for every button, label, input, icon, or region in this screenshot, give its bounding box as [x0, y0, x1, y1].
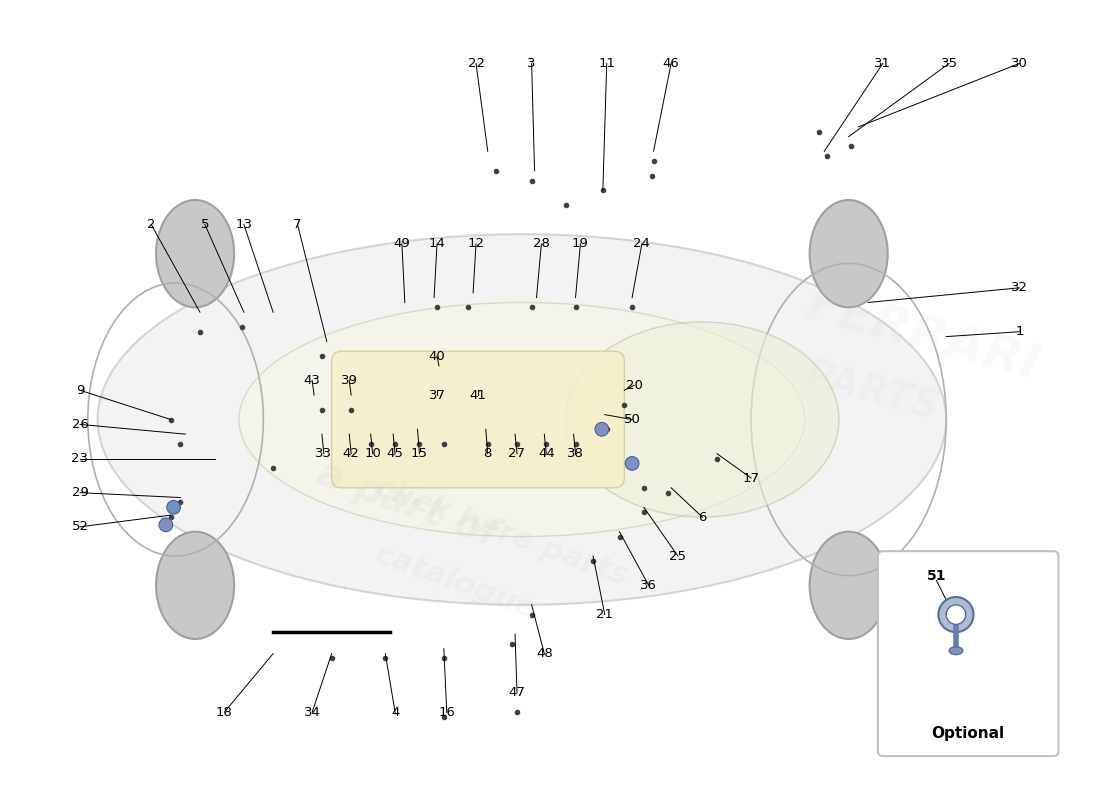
Text: a part of: a part of [312, 454, 503, 554]
Text: 19: 19 [572, 238, 588, 250]
Text: 28: 28 [532, 238, 550, 250]
Text: 36: 36 [640, 579, 657, 592]
Ellipse shape [98, 234, 946, 605]
Text: 47: 47 [508, 686, 526, 699]
Ellipse shape [810, 200, 888, 307]
Text: click here parts: click here parts [371, 473, 631, 591]
Text: 21: 21 [596, 608, 614, 621]
Ellipse shape [239, 302, 805, 537]
FancyBboxPatch shape [878, 551, 1058, 756]
Text: 52: 52 [72, 520, 88, 534]
Text: 20: 20 [626, 379, 642, 392]
Text: 11: 11 [598, 57, 615, 70]
Text: 45: 45 [386, 447, 404, 460]
Text: 35: 35 [940, 57, 958, 70]
Text: 46: 46 [662, 57, 680, 70]
Text: 26: 26 [72, 418, 88, 431]
Circle shape [595, 422, 608, 436]
Text: 10: 10 [364, 447, 381, 460]
FancyBboxPatch shape [332, 351, 625, 488]
Text: 9: 9 [76, 384, 85, 397]
Circle shape [946, 605, 966, 624]
Ellipse shape [156, 200, 234, 307]
Circle shape [167, 501, 180, 514]
Text: 31: 31 [874, 57, 891, 70]
Text: 49: 49 [394, 238, 410, 250]
Text: 33: 33 [316, 447, 332, 460]
Text: 50: 50 [624, 413, 640, 426]
Text: Optional: Optional [931, 726, 1004, 741]
Text: 16: 16 [438, 706, 455, 718]
Text: 6: 6 [698, 510, 706, 523]
Ellipse shape [565, 322, 839, 517]
Ellipse shape [810, 532, 888, 639]
Text: 29: 29 [72, 486, 88, 499]
Text: 37: 37 [429, 389, 446, 402]
Text: 41: 41 [470, 389, 486, 402]
Text: 1: 1 [1015, 326, 1024, 338]
Text: PARTS: PARTS [800, 355, 943, 427]
Text: 24: 24 [634, 238, 650, 250]
Text: 32: 32 [1011, 282, 1027, 294]
Text: 18: 18 [216, 706, 233, 718]
Text: 25: 25 [670, 550, 686, 562]
Text: 38: 38 [568, 447, 584, 460]
Text: 7: 7 [294, 218, 301, 231]
Text: 30: 30 [1011, 57, 1027, 70]
Text: 15: 15 [411, 447, 428, 460]
Text: 5: 5 [200, 218, 209, 231]
Text: 42: 42 [343, 447, 360, 460]
Ellipse shape [156, 532, 234, 639]
Text: 3: 3 [527, 57, 536, 70]
Ellipse shape [949, 646, 962, 654]
Text: FERRARI: FERRARI [800, 282, 1045, 390]
Circle shape [160, 518, 173, 532]
Text: 4: 4 [390, 706, 399, 718]
Text: 13: 13 [235, 218, 252, 231]
Text: 22: 22 [468, 57, 484, 70]
Text: 14: 14 [429, 238, 446, 250]
Text: 40: 40 [429, 350, 446, 362]
Text: 34: 34 [304, 706, 320, 718]
Circle shape [938, 597, 974, 632]
Text: 44: 44 [538, 447, 554, 460]
Text: 8: 8 [484, 447, 492, 460]
Circle shape [625, 457, 639, 470]
Text: 39: 39 [341, 374, 358, 387]
Text: 17: 17 [742, 471, 760, 485]
Text: 23: 23 [72, 452, 88, 465]
Text: 12: 12 [468, 238, 484, 250]
Text: 48: 48 [536, 647, 552, 660]
Text: 51: 51 [926, 569, 946, 582]
Text: 27: 27 [508, 447, 526, 460]
Text: 2: 2 [147, 218, 155, 231]
Text: 43: 43 [304, 374, 320, 387]
Text: catalogue: catalogue [371, 540, 540, 626]
